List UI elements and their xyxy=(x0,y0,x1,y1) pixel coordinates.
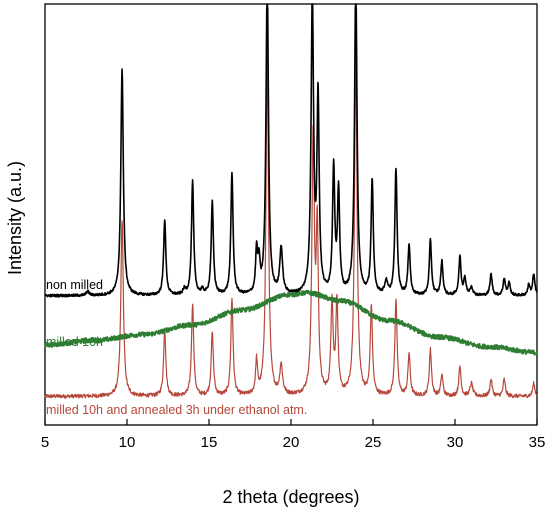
x-tick-label: 20 xyxy=(283,434,300,451)
x-tick-label: 15 xyxy=(201,434,218,451)
series-label-milled: milled 10h xyxy=(46,335,103,349)
x-axis-title: 2 theta (degrees) xyxy=(222,487,359,507)
series-label-non-milled: non milled xyxy=(46,278,103,292)
series-layer xyxy=(44,3,538,399)
x-tick-label: 5 xyxy=(41,434,49,451)
x-tick-label: 30 xyxy=(447,434,464,451)
x-tick-label: 25 xyxy=(365,434,382,451)
x-tick-label: 10 xyxy=(119,434,136,451)
series-annealed xyxy=(44,52,538,399)
series-milled-10h xyxy=(44,289,538,356)
y-axis-title: Intensity (a.u.) xyxy=(5,161,25,275)
series-non-milled xyxy=(44,3,538,298)
x-tick-label: 35 xyxy=(529,434,546,451)
series-label-annealed: milled 10h and annealed 3h under ethanol… xyxy=(46,403,307,417)
ticks-layer: 5 10 15 20 25 30 35 xyxy=(41,419,546,451)
